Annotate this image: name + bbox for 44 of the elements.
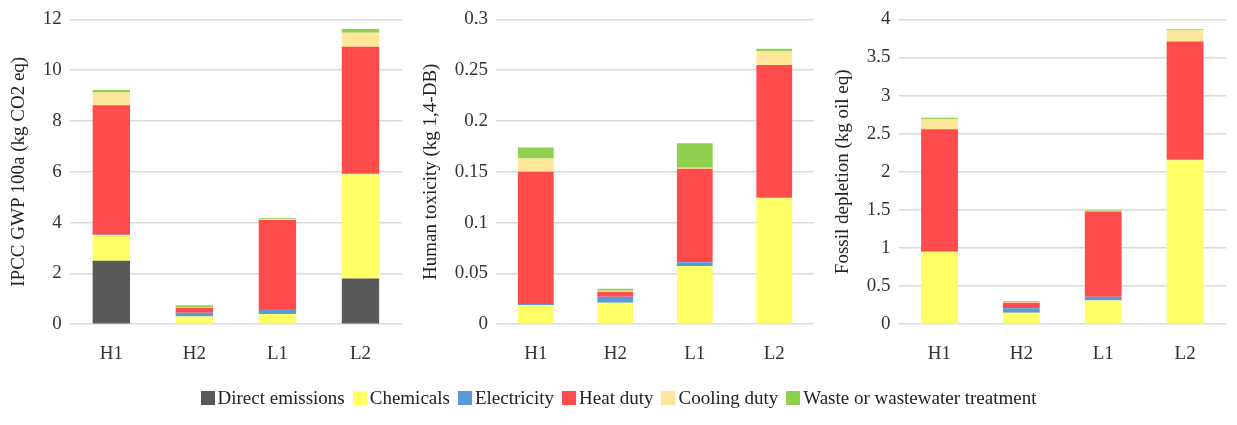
x-tick-label: H2 [182,341,206,363]
y-tick-label: 0 [881,312,891,334]
y-tick-label: 4 [52,210,63,232]
y-tick-label: 8 [52,108,62,130]
y-tick-label: 3.5 [866,45,891,67]
legend-label: Chemicals [369,387,450,409]
x-tick-label: H1 [524,341,548,363]
x-tick-label: H1 [927,341,952,363]
y-tick-label: 0.15 [454,159,489,181]
x-tick-label: H1 [99,341,123,363]
y-tick-label: 2 [881,159,891,181]
y-tick-label: 2.5 [866,121,891,143]
legend-label: Waste or wastewater treatment [803,387,1037,409]
x-tick-label: L2 [349,341,372,363]
y-tick-label: 0.3 [464,7,489,29]
y-tick-label: 0 [478,312,489,334]
x-tick-label: L2 [763,341,785,363]
y-tick-label: 2 [52,261,62,283]
y-axis-title: Fossil depletion (kg oil eq) [831,69,854,275]
legend-label: Electricity [474,387,555,409]
y-tick-label: 0.5 [866,274,891,296]
y-tick-label: 12 [42,7,62,29]
y-tick-label: 10 [42,58,62,80]
y-tick-label: 0.05 [454,261,489,283]
x-tick-label: L1 [266,341,288,363]
y-tick-label: 6 [52,159,62,181]
y-tick-label: 4 [881,7,892,29]
y-tick-label: 1 [881,235,891,257]
x-tick-label: L1 [1092,341,1114,363]
y-tick-label: 0.2 [464,108,489,130]
x-tick-label: H2 [1009,341,1033,363]
legend-label: Direct emissions [217,387,345,409]
y-tick-label: 3 [881,83,891,105]
x-tick-label: H2 [603,341,627,363]
y-tick-label: 0.1 [464,210,489,232]
y-tick-label: 1.5 [866,197,891,219]
y-axis-title: IPCC GWP 100a (kg CO2 eq) [7,56,30,287]
y-tick-label: 0 [52,312,62,334]
x-tick-label: L2 [1174,341,1196,363]
y-tick-label: 0.25 [454,58,489,80]
legend-label: Heat duty [579,387,654,409]
x-tick-label: L1 [684,341,706,363]
y-axis-title: Human toxicity (kg 1,4-DB) [419,63,442,280]
legend-label: Cooling duty [678,387,779,409]
